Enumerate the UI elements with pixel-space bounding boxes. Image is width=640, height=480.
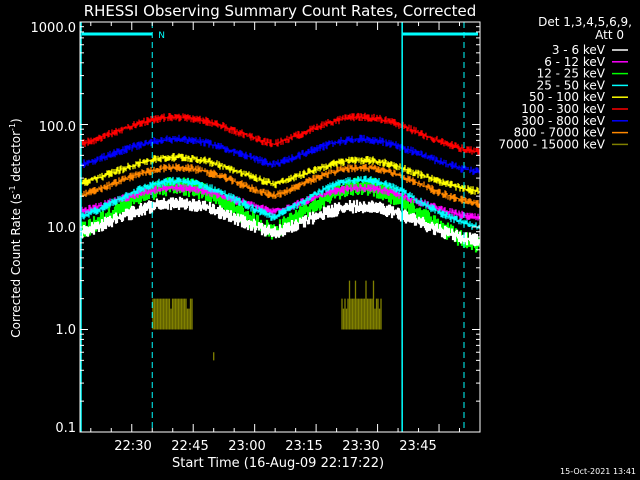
y-axis-label-sup: -1 — [8, 123, 17, 131]
series-layer — [79, 112, 481, 361]
legend-label: 300 - 800 keV — [521, 114, 605, 128]
x-axis-label: Start Time (16-Aug-09 22:17:22) — [172, 456, 384, 471]
y-axis-label-sup: -1 — [8, 185, 17, 193]
x-tick-label: 23:45 — [399, 439, 436, 454]
x-tick-label: 23:15 — [285, 439, 322, 454]
tick-layer — [80, 21, 481, 433]
legend-header: Att 0 — [595, 28, 624, 42]
chart-title: RHESSI Observing Summary Count Rates, Co… — [84, 2, 477, 20]
x-tick-label: 22:45 — [171, 439, 208, 454]
legend-label: 800 - 7000 keV — [514, 126, 606, 140]
y-axis-label-part: detector — [9, 131, 23, 186]
y-tick-labels: 1000.0 100.0 10.0 1.0 0.1 — [31, 21, 77, 436]
legend-label: 3 - 6 keV — [552, 43, 606, 57]
y-axis-label-part: Corrected Count Rate (s — [9, 193, 23, 337]
y-tick-label: 10.0 — [47, 221, 76, 236]
flag-label: N — [158, 31, 165, 41]
y-tick-label: 1.0 — [55, 323, 76, 338]
y-axis-label-part: ) — [9, 118, 23, 123]
y-tick-label: 100.0 — [39, 120, 76, 135]
timestamp: 15-Oct-2021 13:41 — [560, 467, 636, 476]
legend-label: 25 - 50 keV — [537, 78, 606, 92]
y-tick-label: 0.1 — [55, 421, 76, 436]
x-tick-labels: 22:30 22:45 23:00 23:15 23:30 23:45 — [114, 439, 436, 454]
x-tick-label: 23:00 — [228, 439, 265, 454]
x-tick-label: 23:30 — [342, 439, 379, 454]
attenuator-flag-layer: N — [80, 22, 478, 432]
y-axis-label: Corrected Count Rate (s-1 detector-1) — [8, 118, 23, 337]
legend-label: 100 - 300 keV — [521, 102, 605, 116]
legend-header: Det 1,3,4,5,6,9, — [538, 15, 632, 29]
legend-label: 6 - 12 keV — [544, 55, 606, 69]
y-tick-label: 1000.0 — [31, 21, 77, 36]
legend-label: 50 - 100 keV — [529, 90, 606, 104]
legend-label: 7000 - 15000 keV — [498, 137, 605, 151]
x-tick-label: 22:30 — [114, 439, 151, 454]
legend-label: 12 - 25 keV — [537, 67, 606, 81]
